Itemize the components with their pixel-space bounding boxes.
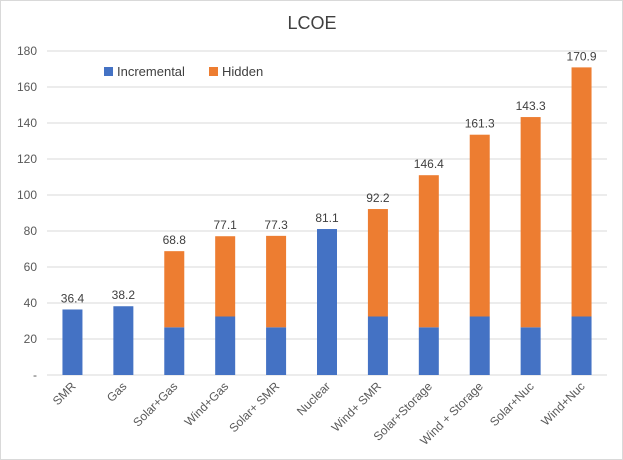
data-label: 77.1	[214, 218, 238, 232]
y-tick-label: 120	[17, 152, 37, 166]
y-tick-label: 60	[24, 260, 38, 274]
y-tick-label: 20	[24, 332, 38, 346]
y-tick-label: 180	[17, 44, 37, 58]
x-tick-label: SMR	[50, 379, 79, 408]
bar-incremental-1	[113, 306, 134, 375]
data-label: 143.3	[516, 99, 546, 113]
y-tick-label: 160	[17, 80, 37, 94]
legend-label-incremental: Incremental	[117, 64, 185, 79]
bar-hidden-7	[418, 175, 439, 328]
legend-swatch-incremental	[104, 67, 113, 76]
data-label: 36.4	[61, 291, 85, 305]
y-axis-ticks: - 20 40 60 80 100 120 140 160 180	[17, 44, 37, 382]
x-tick-label: Wind+Nuc	[538, 379, 587, 428]
data-label: 161.3	[465, 117, 495, 131]
x-tick-label: Solar+Nuc	[487, 379, 537, 429]
y-tick-label: -	[33, 368, 37, 382]
bar-hidden-4	[266, 235, 287, 328]
bar-incremental-4	[266, 327, 287, 375]
bar-hidden-10	[571, 67, 592, 317]
y-tick-label: 80	[24, 224, 38, 238]
data-labels: 36.4 38.2 68.8 77.1 77.3 81.1 92.2 146.4 161.3 14…	[61, 49, 597, 305]
bar-incremental-3	[215, 316, 236, 375]
chart-title: LCOE	[287, 13, 336, 33]
bar-hidden-9	[520, 117, 541, 328]
bar-incremental-8	[469, 316, 490, 375]
bar-hidden-8	[469, 134, 490, 317]
data-label: 92.2	[366, 191, 390, 205]
bar-hidden-2	[164, 251, 185, 328]
bar-incremental-6	[367, 316, 388, 375]
y-tick-label: 100	[17, 188, 37, 202]
y-tick-label: 40	[24, 296, 38, 310]
bar-incremental-7	[418, 327, 439, 375]
x-tick-label: Nuclear	[294, 379, 333, 418]
legend: Incremental Hidden	[104, 64, 263, 79]
x-tick-label: Solar+ SMR	[226, 379, 282, 435]
bar-incremental-0	[62, 309, 83, 375]
bar-incremental-2	[164, 327, 185, 375]
data-label: 68.8	[163, 233, 187, 247]
x-tick-label: Gas	[104, 379, 129, 404]
bars	[62, 67, 592, 375]
legend-swatch-hidden	[209, 67, 218, 76]
bar-incremental-9	[520, 327, 541, 375]
data-label: 77.3	[264, 218, 288, 232]
bar-incremental-5	[317, 229, 337, 375]
y-tick-label: 140	[17, 116, 37, 130]
x-tick-label: Solar+Gas	[130, 379, 180, 429]
x-tick-label: Wind+Gas	[182, 379, 232, 429]
legend-label-hidden: Hidden	[222, 64, 263, 79]
bar-hidden-3	[215, 236, 236, 317]
data-label: 81.1	[315, 211, 339, 225]
x-tick-label: Wind+ SMR	[329, 379, 385, 435]
data-label: 38.2	[112, 288, 136, 302]
bar-incremental-10	[571, 316, 592, 375]
bar-hidden-6	[367, 209, 388, 317]
data-label: 170.9	[567, 49, 597, 63]
data-label: 146.4	[414, 157, 444, 171]
